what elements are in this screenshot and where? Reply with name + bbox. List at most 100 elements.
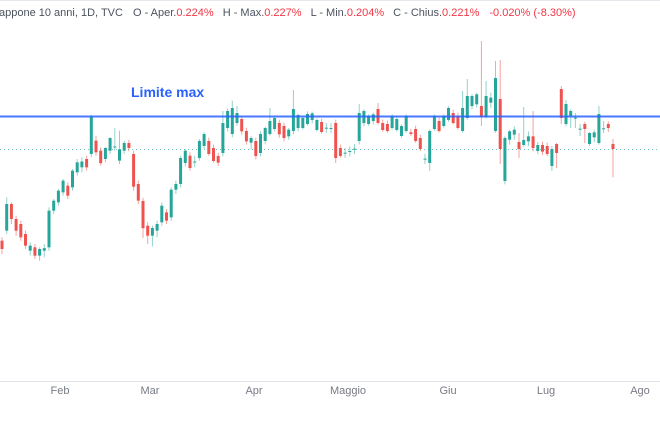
candle-body — [268, 121, 272, 134]
candle-wick — [574, 113, 576, 128]
candle-body — [555, 144, 559, 153]
candle-body — [0, 240, 4, 249]
candle-body — [5, 204, 9, 231]
candle-body — [75, 162, 79, 173]
candle-body — [508, 131, 512, 140]
candle-body — [338, 148, 342, 156]
ohlc-open: O - Aper.0.224% — [132, 7, 214, 19]
candle-body — [244, 131, 248, 142]
candle-body — [240, 119, 244, 132]
candle-body — [418, 138, 422, 149]
candle-body — [588, 133, 591, 144]
limit-max-label[interactable]: Limite max — [131, 84, 205, 100]
candle-body — [277, 123, 281, 135]
candle-body — [259, 134, 262, 153]
candle-body — [169, 189, 173, 218]
candle-body — [118, 149, 121, 161]
candle-body — [414, 129, 418, 141]
candle-body — [132, 154, 136, 187]
candle-body — [301, 118, 305, 128]
month-label: Apr — [245, 385, 263, 397]
candle-body — [512, 129, 516, 135]
candle-body — [442, 116, 446, 126]
candle-body — [179, 158, 183, 184]
symbol-title[interactable]: appone 10 anni, 1D, TVC — [0, 7, 123, 19]
candle-body — [541, 145, 544, 152]
candle-body — [146, 225, 150, 236]
candle-body — [432, 116, 436, 129]
candle-wick — [584, 121, 586, 143]
candle-body — [155, 224, 159, 231]
candle-body — [42, 248, 46, 251]
candle-body — [183, 150, 187, 163]
month-label: Ago — [630, 385, 650, 397]
ohlc-close: C - Chius.0.221% — [393, 7, 480, 19]
candle-body — [353, 148, 356, 150]
candle-body — [597, 114, 601, 143]
ohlc-low: L - Min.0.204% — [310, 7, 385, 19]
candle-body — [456, 116, 460, 128]
candle-body — [80, 161, 84, 168]
candle-body — [136, 184, 140, 201]
candle-body — [282, 126, 286, 138]
time-axis[interactable]: Feb Mar Apr Maggio Giu Lug Ago — [0, 381, 660, 398]
candle-body — [38, 249, 42, 256]
candle-body — [428, 131, 432, 163]
change-value: -0.020% (-8.30%) — [489, 7, 576, 19]
candle-body — [103, 148, 107, 159]
candle-wick — [523, 107, 525, 147]
candle-body — [390, 116, 394, 128]
candle-body — [226, 111, 230, 128]
candle-body — [611, 144, 615, 149]
candle-body — [221, 123, 225, 153]
candle-body — [230, 108, 234, 134]
candle-body — [517, 142, 521, 149]
candle-body — [33, 247, 37, 256]
candle-body — [367, 116, 371, 124]
candle-body — [14, 219, 18, 231]
candle-body — [437, 121, 441, 131]
candle-body — [197, 141, 201, 158]
candle-body — [113, 146, 117, 148]
candle-body — [94, 140, 98, 153]
candle-body — [254, 141, 258, 156]
candle-body — [409, 132, 413, 134]
candle-body — [47, 210, 51, 248]
candle-body — [273, 118, 277, 129]
candle-body — [592, 132, 596, 138]
candle-body — [573, 117, 577, 119]
month-label: Giu — [439, 385, 457, 397]
candle-body — [174, 184, 178, 190]
chart-legend[interactable]: appone 10 anni, 1D, TVC O - Aper.0.224% … — [0, 5, 576, 21]
candle-body — [320, 122, 324, 132]
candle-body — [249, 138, 253, 143]
candle-body — [127, 143, 131, 148]
candle-body — [385, 124, 389, 131]
candle-body — [494, 78, 497, 131]
candle-body — [207, 141, 211, 154]
candle-body — [188, 155, 192, 168]
candle-body — [165, 212, 168, 221]
candle-body — [193, 161, 197, 163]
candle-body — [212, 148, 215, 161]
month-label: Feb — [50, 385, 70, 397]
candle-body — [484, 96, 488, 117]
candle-body — [583, 124, 587, 129]
candle-body — [400, 126, 403, 136]
candle-body — [315, 120, 319, 130]
candle-body — [569, 111, 573, 116]
candle-body — [461, 108, 465, 131]
candle-body — [108, 138, 112, 151]
month-label: Maggio — [329, 385, 367, 397]
candle-body — [89, 116, 93, 154]
candle-body — [66, 185, 70, 196]
candle-body — [296, 115, 300, 128]
month-label: Lug — [536, 385, 556, 397]
candle-body — [71, 170, 74, 188]
candle-body — [85, 159, 89, 168]
candle-body — [357, 113, 361, 141]
ohlc-high: H - Max.0.227% — [222, 7, 302, 19]
candle-wick — [556, 143, 558, 168]
